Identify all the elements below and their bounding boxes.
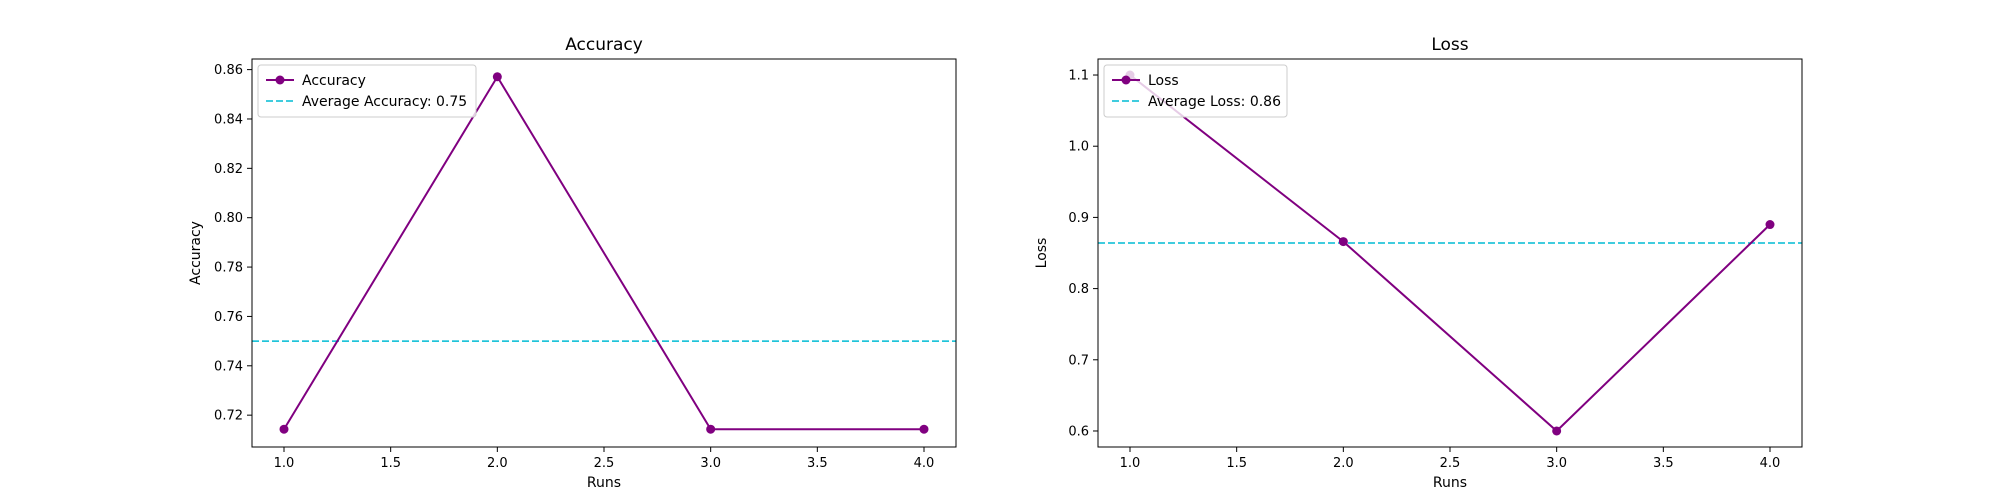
- legend-series-marker: [275, 75, 285, 85]
- data-point: [706, 424, 716, 434]
- y-axis-label: Loss: [1034, 238, 1050, 269]
- data-point: [919, 424, 929, 434]
- y-tick-label: 1.0: [1068, 140, 1089, 155]
- y-tick-label: 0.9: [1068, 211, 1089, 226]
- series-line: [283, 74, 924, 431]
- y-tick-label: 0.78: [214, 261, 243, 276]
- y-tick-label: 0.8: [1068, 282, 1089, 297]
- loss-chart: Loss Runs Loss 1.0 1.5 2.0 2.5 3.0 3.5 4.0 0.6 0.7 0…: [1034, 35, 1803, 491]
- legend-series-label: Accuracy: [302, 73, 366, 89]
- x-tick-label: 2.0: [487, 456, 508, 471]
- y-tick-label: 0.7: [1068, 353, 1089, 368]
- data-point: [1552, 426, 1562, 436]
- x-tick-label: 1.5: [1226, 456, 1247, 471]
- x-tick-label: 1.5: [380, 456, 401, 471]
- x-tick-label: 3.5: [807, 456, 828, 471]
- x-axis-label: Runs: [1433, 475, 1467, 491]
- x-tick-label: 1.0: [1120, 456, 1141, 471]
- data-point: [492, 72, 502, 82]
- y-tick-label: 0.80: [214, 211, 243, 226]
- data-point: [1338, 237, 1348, 247]
- plot-frame: [251, 58, 957, 448]
- x-axis-label: Runs: [587, 475, 621, 491]
- y-tick-label: 0.84: [214, 112, 243, 127]
- legend-box: [1103, 64, 1288, 118]
- x-tick-label: 4.0: [914, 456, 935, 471]
- x-tick-label: 2.5: [594, 456, 615, 471]
- chart-title: Loss: [1431, 35, 1468, 55]
- y-tick-label: 0.76: [214, 310, 243, 325]
- y-tick-label: 0.72: [214, 409, 243, 424]
- x-tick-label: 2.5: [1440, 456, 1461, 471]
- y-tick-label: 0.74: [214, 359, 243, 374]
- accuracy-chart: Accuracy Runs Accuracy 1.0 1.5 2.0 2.5 3.0 3.5 4.…: [188, 35, 957, 491]
- y-tick-label: 0.6: [1068, 424, 1089, 439]
- x-tick-label: 3.0: [1546, 456, 1567, 471]
- data-point: [1765, 220, 1775, 230]
- legend-box: [257, 64, 477, 118]
- x-tick-label: 3.0: [700, 456, 721, 471]
- legend-series-label: Loss: [1148, 73, 1179, 89]
- series-line: [1129, 74, 1771, 433]
- y-axis-label: Accuracy: [188, 221, 204, 285]
- plot-frame: [1097, 58, 1803, 448]
- x-tick-label: 4.0: [1760, 456, 1781, 471]
- y-tick-label: 1.1: [1068, 69, 1089, 84]
- y-tick-label: 0.82: [214, 162, 243, 177]
- y-tick-label: 0.86: [214, 63, 243, 78]
- x-tick-label: 1.0: [274, 456, 295, 471]
- x-tick-label: 3.5: [1653, 456, 1674, 471]
- legend-average-label: Average Accuracy: 0.75: [302, 94, 467, 110]
- legend-series-marker: [1121, 75, 1131, 85]
- data-point: [279, 424, 289, 434]
- chart-title: Accuracy: [565, 35, 643, 55]
- x-tick-label: 2.0: [1333, 456, 1354, 471]
- legend-average-label: Average Loss: 0.86: [1148, 94, 1281, 110]
